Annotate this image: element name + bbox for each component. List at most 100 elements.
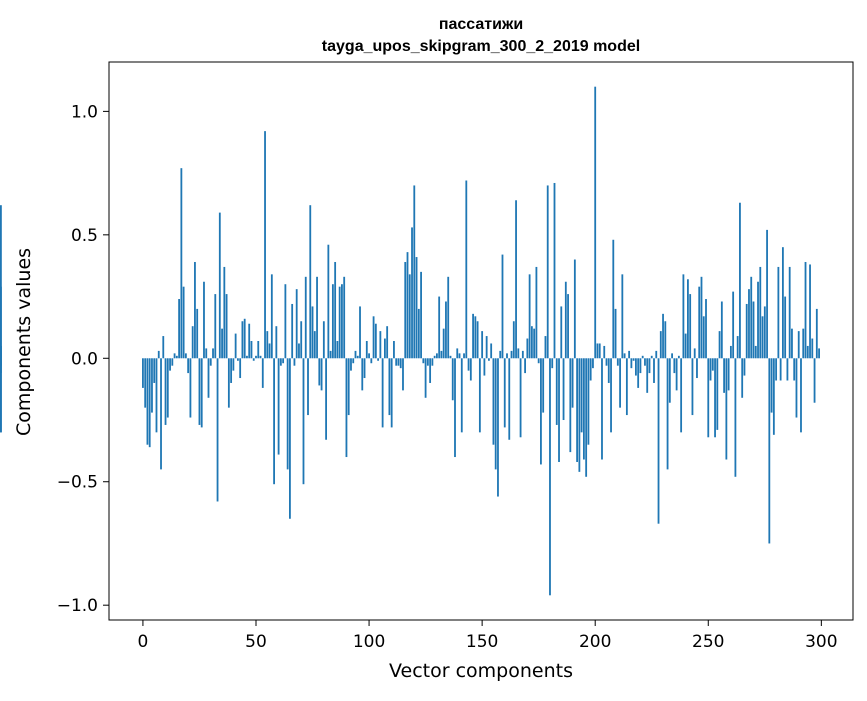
bar-59 [275,326,278,359]
bar-12 [169,358,171,371]
bar-283 [781,247,784,359]
bar-151 [483,358,486,376]
bar-169 [524,358,526,374]
bar-100 [368,353,370,359]
bar-123 [420,271,422,359]
bar-284 [784,296,787,359]
bar-138 [454,358,456,458]
bar-258 [725,358,728,460]
bar-251 [709,358,712,381]
bar-158 [499,350,502,359]
bar-17 [180,168,183,359]
bar-234 [671,353,673,359]
bar-129 [433,355,436,359]
plot-frame [108,61,854,621]
bar-237 [677,355,680,359]
bar-92 [350,358,352,371]
bar-5 [153,358,156,383]
bar-31 [212,348,214,359]
bar-187 [564,281,567,359]
bar-143 [465,180,468,359]
bar-223 [646,358,649,393]
bar-30 [209,358,212,366]
bar-47 [248,323,251,359]
bar-97 [361,358,364,391]
chart-title-line2: tayga_upos_skipgram_300_2_2019 model [322,38,640,55]
bar-273 [759,266,762,359]
bar-182 [553,182,556,359]
bar-133 [442,328,445,359]
bar-179 [546,185,549,359]
bar-274 [761,316,764,359]
bar-103 [374,323,377,359]
bar-211 [619,358,621,408]
bar-186 [562,358,565,421]
bar-83 [329,350,332,359]
bar-112 [395,358,398,366]
bar-180 [549,358,551,596]
x-tick-label: 200 [579,632,611,652]
bar-232 [666,358,669,470]
bar-292 [802,328,805,359]
bar-178 [544,336,547,359]
bars-group [0,86,820,596]
bar-295 [809,264,811,359]
bar-109 [388,358,391,416]
bar-60 [277,358,280,455]
bar-159 [501,254,504,359]
bar-297 [813,358,816,403]
bar-88 [341,284,343,359]
bar-54 [264,131,266,359]
bar-93 [352,358,355,364]
bar-277 [768,358,771,544]
bar-278 [770,358,773,413]
bar-106 [381,358,384,428]
bar-91 [347,358,350,416]
bar-153 [488,358,490,361]
bar-69 [298,343,300,359]
bar-154 [490,343,493,359]
bar-268 [748,289,750,359]
bar-161 [506,353,508,359]
bar-184 [558,358,560,462]
bar-272 [757,281,759,359]
bar-111 [393,341,395,359]
bar-101 [370,358,373,364]
bar-204 [603,345,606,359]
bar-203 [601,358,603,460]
bar-57 [270,274,273,359]
bar-27 [203,281,205,359]
bar-174 [535,266,538,359]
bar-175 [537,358,540,364]
bar-214 [625,358,628,416]
bar-95 [356,355,359,359]
bar-255 [718,331,721,359]
bar-undefined [0,358,2,433]
bar-98 [363,358,366,379]
bar-260 [729,345,732,359]
bar-63 [284,284,287,359]
bar-74 [309,205,312,359]
bar-120 [413,185,416,359]
bar-167 [519,358,522,438]
bar-38 [227,358,230,408]
bar-281 [777,266,780,359]
bar-94 [354,350,357,359]
bar-142 [463,353,465,359]
bar-246 [698,286,701,359]
bar-116 [404,261,407,359]
bar-134 [445,301,447,359]
x-tick-label: 150 [466,632,498,652]
bar-99 [365,341,368,359]
bar-118 [408,274,411,359]
bar-230 [662,313,664,359]
bar-275 [763,306,766,359]
bar-110 [390,358,393,428]
bar-28 [205,348,208,359]
bar-257 [723,358,726,393]
bar-261 [732,291,735,359]
bar-117 [406,252,409,359]
bar-87 [338,286,341,359]
bar-163 [510,350,513,359]
bar-41 [234,333,237,359]
